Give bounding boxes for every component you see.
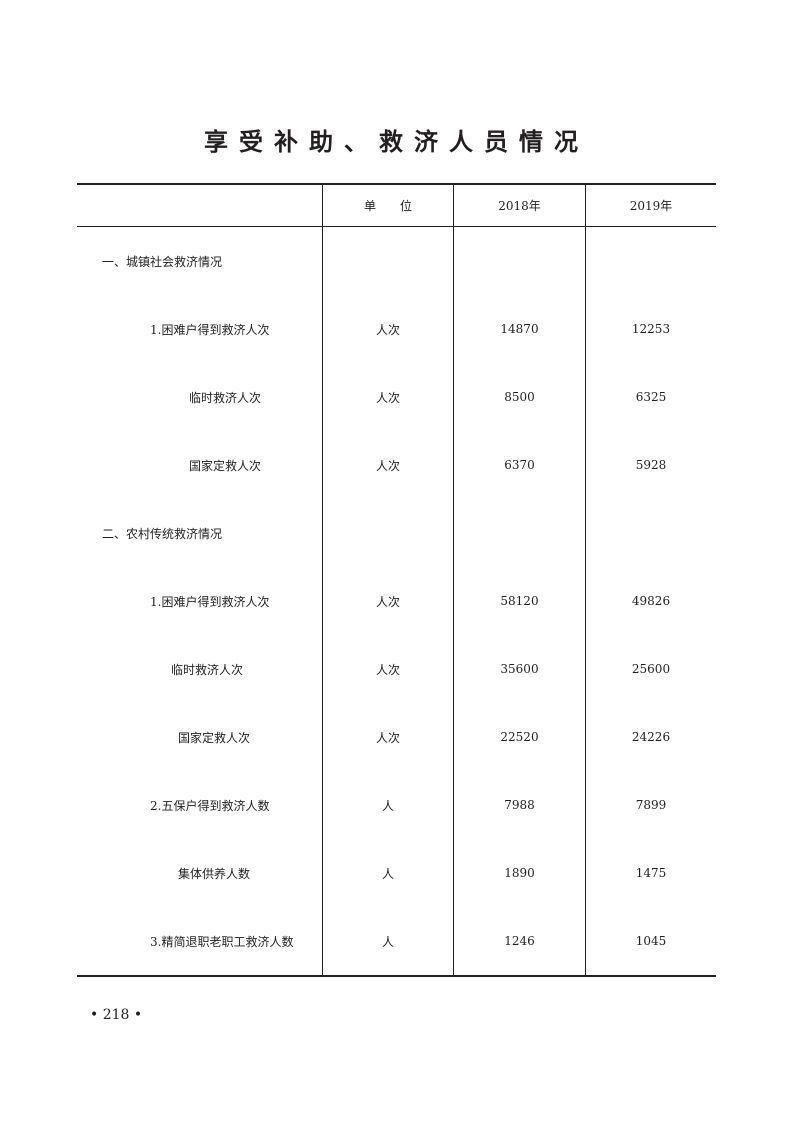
value-2019: 6325 [585,363,716,431]
row-label: 3.精简退职老职工救济人数 [150,934,294,949]
statistics-table: 单 位 2018年 2019年 一、城镇社会救济情况 1.困难户得到救济人次 人次 1… [77,183,716,977]
row-unit [322,227,453,295]
header-2018: 2018年 [453,185,585,226]
row-label: 临时救济人次 [189,390,262,405]
value-2018 [453,499,585,567]
row-label: 2.五保户得到救济人数 [150,798,270,813]
table-row: 临时救济人次 人次 8500 6325 [77,363,716,431]
table-row: 临时救济人次 人次 35600 25600 [77,635,716,703]
table-body: 一、城镇社会救济情况 1.困难户得到救济人次 人次 14870 12253 临时救济人次人… [77,227,716,975]
row-unit [322,499,453,567]
value-2018: 1890 [453,839,585,907]
value-2018: 58120 [453,567,585,635]
header-unit: 单 位 [322,185,453,226]
table-row: 一、城镇社会救济情况 [77,227,716,295]
page-title: 享受补助、救济人员情况 [204,127,589,156]
value-2019: 49826 [585,567,716,635]
value-2018: 35600 [453,635,585,703]
value-2019: 25600 [585,635,716,703]
row-label: 集体供养人数 [178,866,251,881]
table-row: 集体供养人数 人 1890 1475 [77,839,716,907]
row-label: 国家定救人次 [178,730,251,745]
table-header: 单 位 2018年 2019年 [77,185,716,227]
row-unit: 人次 [322,635,453,703]
table-row: 1.困难户得到救济人次 人次 58120 49826 [77,567,716,635]
row-label: 临时救济人次 [171,662,244,677]
table-row: 二、农村传统救济情况 [77,499,716,567]
table-row: 国家定救人次 人次 6370 5928 [77,431,716,499]
row-unit: 人次 [322,567,453,635]
value-2018: 22520 [453,703,585,771]
value-2019: 24226 [585,703,716,771]
value-2019: 7899 [585,771,716,839]
table-row: 国家定救人次 人次 22520 24226 [77,703,716,771]
row-label: 国家定救人次 [189,458,262,473]
row-unit: 人次 [322,431,453,499]
value-2019: 1475 [585,839,716,907]
row-label: 一、城镇社会救济情况 [102,254,223,269]
value-2018: 1246 [453,907,585,975]
table-row: 2.五保户得到救济人数 人 7988 7899 [77,771,716,839]
table-row: 1.困难户得到救济人次 人次 14870 12253 [77,295,716,363]
row-unit: 人次 [322,295,453,363]
value-2019: 1045 [585,907,716,975]
row-unit: 人 [322,771,453,839]
value-2018 [453,227,585,295]
table-row: 3.精简退职老职工救济人数 人 1246 1045 [77,907,716,975]
value-2019: 5928 [585,431,716,499]
header-2019: 2019年 [585,185,716,226]
value-2019 [585,227,716,295]
row-unit: 人次 [322,703,453,771]
value-2019 [585,499,716,567]
value-2018: 14870 [453,295,585,363]
value-2019: 12253 [585,295,716,363]
row-unit: 人次 [322,363,453,431]
value-2018: 7988 [453,771,585,839]
row-label: 二、农村传统救济情况 [102,526,223,541]
value-2018: 6370 [453,431,585,499]
row-unit: 人 [322,839,453,907]
row-label: 1.困难户得到救济人次 [150,322,270,337]
header-item [77,185,322,226]
value-2018: 8500 [453,363,585,431]
row-unit: 人 [322,907,453,975]
row-label: 1.困难户得到救济人次 [150,594,270,609]
page-number: • 218 • [90,1007,143,1023]
